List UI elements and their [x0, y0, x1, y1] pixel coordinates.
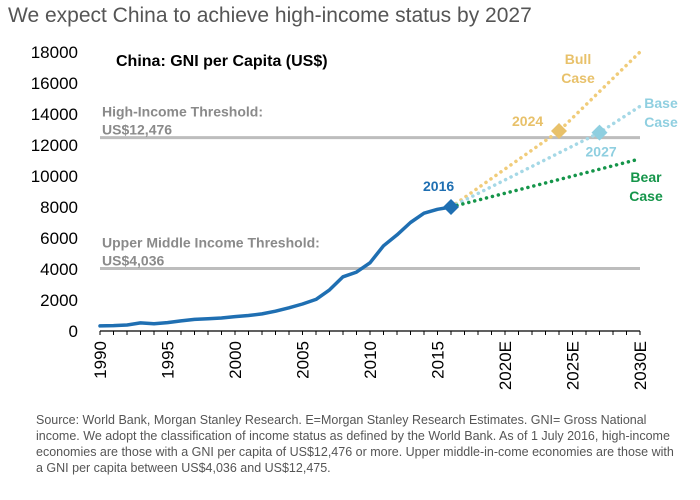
marker-diamond-2016	[443, 199, 459, 215]
x-tick-label: 2000	[226, 341, 245, 379]
marker-diamond-2024	[551, 123, 567, 140]
threshold-value-high: US$12,476	[102, 122, 172, 138]
y-tick-label: 4000	[40, 260, 78, 279]
series-lines	[98, 50, 642, 328]
y-tick-label: 12000	[31, 136, 78, 155]
scenario-label-bull-case: Case	[561, 70, 595, 86]
scenario-labels: Bull Case Base Case Bear Case	[561, 51, 678, 204]
scenario-label-bear: Bear	[630, 169, 662, 185]
x-tick-label: 2030E	[631, 341, 650, 390]
y-tick-label: 18000	[31, 43, 78, 62]
chart: 0 2000 4000 6000 8000 10000 12000 14000 16000 180…	[31, 43, 678, 390]
x-tick-label: 1995	[159, 341, 178, 379]
y-axis: 0 2000 4000 6000 8000 10000 12000 14000 16000 180…	[31, 43, 78, 341]
x-axis: 1990 1995 2000 2005 2010 2015 2020E 2025E 2030E	[91, 330, 650, 390]
marker-label-2016: 2016	[423, 178, 454, 194]
y-tick-label: 6000	[40, 229, 78, 248]
marker-diamond-2027	[591, 124, 608, 141]
x-tick-label: 2020E	[496, 341, 515, 390]
y-tick-label: 2000	[40, 291, 78, 310]
x-tick-label: 2025E	[564, 341, 583, 390]
scenario-label-bull: Bull	[565, 51, 591, 67]
scenario-label-bear-case: Case	[629, 188, 663, 204]
x-tick-label: 1990	[91, 341, 110, 379]
threshold-label-high: High-Income Threshold:	[102, 104, 263, 120]
marker-label-2027: 2027	[586, 144, 617, 160]
threshold-label-upper: Upper Middle Income Threshold:	[102, 234, 320, 250]
x-tick-label: 2005	[294, 341, 313, 379]
scenario-label-base: Base	[644, 95, 678, 111]
series-line-bear	[449, 157, 642, 209]
scenario-label-base-case: Case	[644, 114, 678, 130]
threshold-value-upper: US$4,036	[102, 252, 164, 268]
y-tick-label: 8000	[40, 198, 78, 217]
y-tick-label: 14000	[31, 105, 78, 124]
x-tick-label: 2010	[361, 341, 380, 379]
y-tick-label: 0	[69, 322, 78, 341]
chart-title: China: GNI per Capita (US$)	[116, 53, 328, 70]
marker-label-2024: 2024	[512, 113, 543, 129]
headline: We expect China to achieve high-income s…	[8, 4, 532, 27]
event-markers: 2016 2024 2027	[423, 113, 617, 215]
series-line-history	[98, 205, 453, 328]
y-tick-label: 10000	[31, 167, 78, 186]
source-note: Source: World Bank, Morgan Stanley Resea…	[36, 413, 674, 475]
x-tick-label: 2015	[429, 341, 448, 379]
y-tick-label: 16000	[31, 74, 78, 93]
series-line-bull	[449, 50, 642, 209]
